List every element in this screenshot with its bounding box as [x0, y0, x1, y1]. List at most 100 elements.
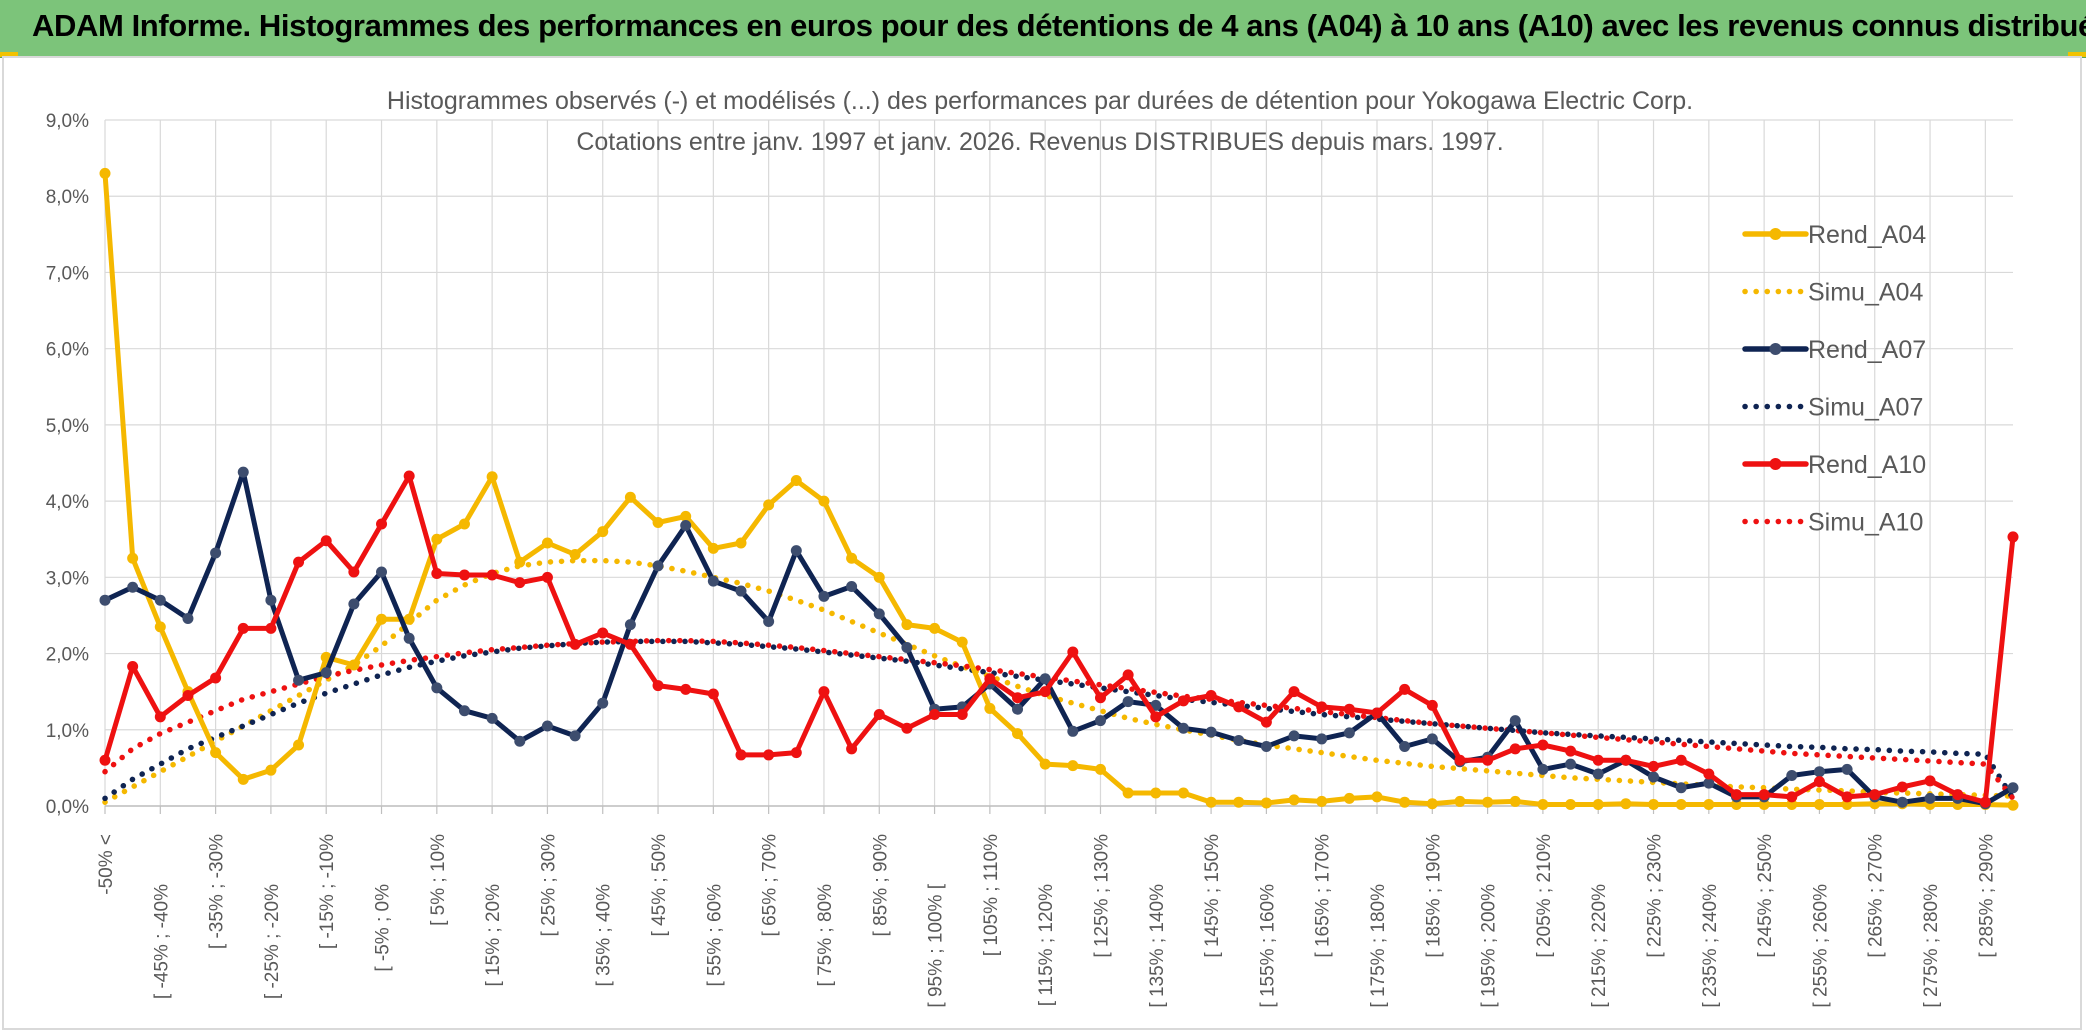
data-point [2007, 782, 2019, 794]
data-point [707, 542, 719, 554]
data-point [1813, 766, 1825, 778]
data-point [1260, 716, 1272, 728]
data-point [569, 638, 581, 650]
data-point [320, 667, 332, 679]
y-tick-label: 3,0% [46, 568, 89, 589]
x-tick-label: [ 25% ; 30% [538, 834, 559, 937]
data-point [1426, 733, 1438, 745]
x-tick-label: [ 175% ; 180% [1368, 884, 1389, 1008]
data-point [1260, 797, 1272, 809]
x-tick-label: [ -15% ; -10% [317, 834, 338, 949]
data-point [127, 552, 139, 564]
data-point [1233, 734, 1245, 746]
x-tick-label: [ 85% ; 90% [870, 834, 891, 937]
data-point [1343, 703, 1355, 715]
data-point [1205, 726, 1217, 738]
data-point [1869, 789, 1881, 801]
data-point [1205, 689, 1217, 701]
data-point [154, 594, 166, 606]
data-point [1979, 796, 1991, 808]
report-banner: ADAM Informe. Histogrammes des performan… [0, 0, 2086, 58]
legend: Rend_A04 Simu_A04 Rend_A07 Simu_A07 Rend_A10… [1742, 221, 1926, 537]
data-point [1648, 760, 1660, 772]
data-point [763, 499, 775, 511]
data-point [348, 566, 360, 578]
series-line-rend-a07 [102, 469, 2016, 807]
x-tick-label: [ 55% ; 60% [704, 884, 725, 987]
data-point [1343, 792, 1355, 804]
data-point [1952, 789, 1964, 801]
corner-mark-left [0, 52, 18, 57]
legend-marker [1769, 458, 1782, 470]
data-point [1786, 798, 1798, 810]
data-point [1675, 782, 1687, 794]
x-tick-label: [ 285% ; 290% [1976, 834, 1997, 958]
x-tick-label: [ 195% ; 200% [1479, 884, 1500, 1008]
data-point [541, 571, 553, 583]
x-tick-label: [ 215% ; 220% [1589, 884, 1610, 1008]
data-point [707, 575, 719, 587]
data-point [1620, 754, 1632, 766]
data-point [901, 641, 913, 653]
x-tick-label: [ 265% ; 270% [1866, 834, 1887, 958]
y-tick-label: 1,0% [46, 721, 89, 742]
data-point [1592, 754, 1604, 766]
data-point [1067, 646, 1079, 658]
data-point [1565, 745, 1577, 757]
data-point [127, 581, 139, 593]
y-tick-label: 6,0% [46, 340, 89, 361]
data-point [1675, 798, 1687, 810]
data-point [818, 686, 830, 698]
data-point [1094, 692, 1106, 704]
data-point [1703, 777, 1715, 789]
data-point [348, 659, 360, 671]
x-tick-label: [ 135% ; 140% [1147, 884, 1168, 1008]
y-tick-label: 5,0% [46, 416, 89, 437]
data-point [458, 705, 470, 717]
data-point [2007, 531, 2019, 543]
data-point [293, 739, 305, 751]
data-point [956, 709, 968, 721]
data-point [790, 747, 802, 759]
data-point [127, 661, 139, 673]
data-point [1039, 686, 1051, 698]
x-tick-label: [ 205% ; 210% [1534, 834, 1555, 958]
data-point [1371, 707, 1383, 719]
data-point [1399, 741, 1411, 753]
data-point [458, 518, 470, 530]
data-point [486, 712, 498, 724]
data-point [403, 613, 415, 625]
data-point [929, 709, 941, 721]
data-point [1288, 730, 1300, 742]
data-point [320, 535, 332, 547]
legend-label: Simu_A07 [1808, 394, 1923, 422]
data-point [99, 594, 111, 606]
data-point [376, 613, 388, 625]
data-point [514, 735, 526, 747]
x-tick-label: [ 225% ; 230% [1645, 834, 1666, 958]
data-point [1343, 727, 1355, 739]
data-point [1675, 754, 1687, 766]
x-tick-label: [ 65% ; 70% [760, 834, 781, 937]
data-point [1205, 796, 1217, 808]
data-point [376, 566, 388, 578]
data-point [1758, 798, 1770, 810]
data-point [873, 571, 885, 583]
y-axis-ticks: 0,0% 1,0% 2,0% 3,0% 4,0% 5,0% 6,0% 7,0% 8,0% 9,0% [46, 111, 89, 818]
data-point [1288, 686, 1300, 698]
data-point [1150, 711, 1162, 723]
data-point [514, 556, 526, 568]
x-tick-label: [ 145% ; 150% [1202, 834, 1223, 958]
data-point [1150, 787, 1162, 799]
data-point [1786, 791, 1798, 803]
data-point [1399, 683, 1411, 695]
data-point [431, 568, 443, 580]
data-point [1288, 794, 1300, 806]
data-point [348, 598, 360, 610]
data-point [541, 537, 553, 549]
series-line-rend-a04 [102, 170, 2016, 808]
data-point [265, 594, 277, 606]
data-point [652, 560, 664, 572]
data-point [1841, 798, 1853, 810]
